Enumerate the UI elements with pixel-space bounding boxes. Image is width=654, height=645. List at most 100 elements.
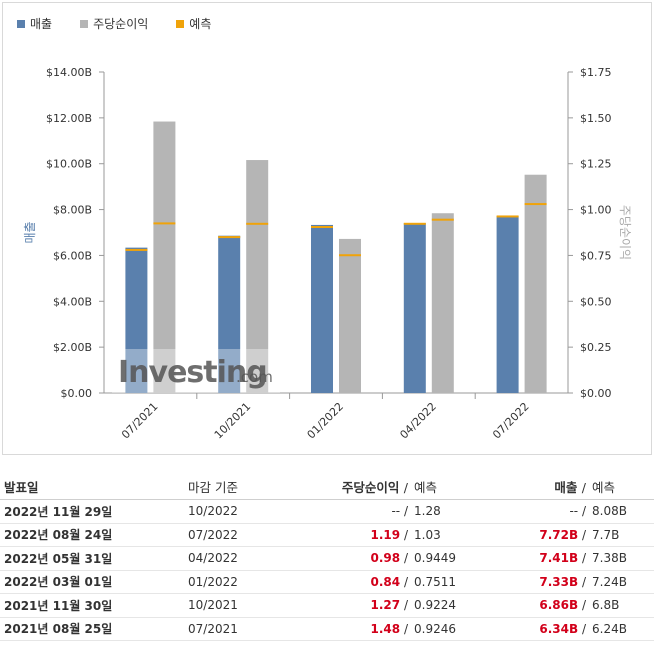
row-period: 07/2021 [188, 621, 238, 636]
forecast-marker-eps [524, 203, 547, 206]
row-revenue-value: -- [569, 504, 579, 519]
row-revenue-forecast: 7.24B [592, 574, 627, 589]
row-revenue: 6.86B / [492, 598, 586, 612]
right-tick-label: $1.25 [580, 158, 612, 171]
row-revenue-sep: / [581, 504, 586, 519]
table-body: 2022년 11월 29일 10/2022 -- /1.28 -- /8.08B 202… [0, 500, 654, 641]
header-period[interactable]: 마감 기준 [188, 480, 238, 495]
left-tick-label: $14.00B [46, 66, 92, 79]
forecast-marker-eps [153, 222, 176, 225]
row-revenue: 6.34B / [492, 622, 586, 636]
legend-item-forecast[interactable]: 예측 [176, 15, 211, 32]
table-header: 발표일 마감 기준 주당순이익 / 예측 매출 / 예측 [0, 474, 654, 500]
row-eps: 0.84 / [298, 575, 408, 589]
header-revenue[interactable]: 매출 / [492, 477, 586, 496]
row-eps-sep: / [403, 621, 408, 636]
header-eps-forecast[interactable]: 예측 [414, 480, 438, 495]
row-revenue: 7.41B / [492, 551, 586, 565]
header-revenue-forecast[interactable]: 예측 [592, 480, 616, 495]
row-eps-value: 0.84 [370, 574, 401, 589]
row-date: 2022년 05월 31일 [4, 551, 113, 566]
left-tick-label: $8.00B [53, 204, 92, 217]
bar-eps [431, 213, 454, 393]
x-tick-label: 07/2021 [119, 400, 161, 442]
row-eps-sep: / [403, 504, 408, 519]
table-row: 2022년 05월 31일 04/2022 0.98 /0.9449 7.41B /7… [0, 547, 654, 571]
right-tick-label: $0.75 [580, 249, 612, 262]
row-revenue-sep: / [581, 574, 586, 589]
row-eps: -- / [298, 504, 408, 518]
row-eps: 1.48 / [298, 622, 408, 636]
watermark-logo: Investing [118, 355, 267, 390]
row-revenue-forecast: 7.38B [592, 551, 627, 566]
left-tick-label: $12.00B [46, 112, 92, 125]
row-period: 10/2022 [188, 504, 238, 519]
row-revenue-forecast: 8.08B [592, 504, 627, 519]
forecast-marker-eps [339, 254, 361, 257]
x-tick-label: 07/2022 [490, 400, 532, 442]
x-tick-label: 10/2021 [212, 400, 254, 442]
row-eps-forecast: 0.9224 [414, 598, 456, 613]
row-eps: 0.98 / [298, 551, 408, 565]
header-date[interactable]: 발표일 [4, 480, 39, 495]
row-date: 2022년 08월 24일 [4, 528, 113, 543]
bar-revenue [403, 223, 426, 393]
legend-swatch-revenue [17, 19, 25, 28]
row-revenue-value: 7.33B [539, 574, 579, 589]
row-eps-sep: / [403, 527, 408, 542]
row-revenue: 7.33B / [492, 575, 586, 589]
table-row: 2021년 08월 25일 07/2021 1.48 /0.9246 6.34B /6… [0, 618, 654, 641]
right-tick-label: $1.50 [580, 112, 612, 125]
bar-eps [246, 160, 269, 393]
header-eps[interactable]: 주당순이익 / [298, 477, 408, 496]
row-revenue-sep: / [581, 527, 586, 542]
right-tick-label: $0.50 [580, 295, 612, 308]
table-row: 2022년 03월 01일 01/2022 0.84 /0.7511 7.33B /7… [0, 571, 654, 594]
bar-eps [153, 121, 176, 394]
right-tick-label: $1.00 [580, 204, 612, 217]
row-date: 2022년 11월 29일 [4, 504, 113, 519]
legend-label-forecast: 예측 [189, 17, 212, 31]
legend-label-eps: 주당순이익 [93, 17, 149, 31]
row-revenue-forecast: 7.7B [592, 527, 620, 542]
row-revenue: 7.72B / [492, 528, 586, 542]
watermark-suffix: .com [236, 368, 273, 386]
chart-legend: 매출 주당순이익 예측 [17, 15, 211, 32]
forecast-marker-revenue [125, 248, 148, 251]
legend-item-revenue[interactable]: 매출 [17, 15, 52, 32]
forecast-marker-eps [246, 222, 269, 225]
forecast-marker-revenue [218, 236, 241, 239]
bar-revenue [125, 247, 148, 393]
forecast-marker-eps [431, 218, 454, 221]
row-eps-value: -- [391, 504, 401, 519]
row-eps-sep: / [403, 551, 408, 566]
row-revenue-value: 7.41B [539, 551, 579, 566]
row-revenue-forecast: 6.24B [592, 621, 627, 636]
forecast-marker-revenue [496, 215, 519, 218]
bar-eps [339, 238, 361, 393]
bar-revenue [496, 215, 519, 393]
legend-item-eps[interactable]: 주당순이익 [80, 15, 148, 32]
row-eps-forecast: 0.9449 [414, 551, 456, 566]
table-row: 2022년 11월 29일 10/2022 -- / 1.28 -- / 8.08B [0, 500, 654, 524]
row-revenue-value: 6.86B [539, 598, 579, 613]
row-eps-value: 1.48 [370, 621, 401, 636]
x-tick-label: 04/2022 [397, 400, 439, 442]
right-tick-label: $0.25 [580, 341, 612, 354]
row-date: 2021년 11월 30일 [4, 598, 113, 613]
row-eps-value: 1.19 [370, 527, 401, 542]
row-eps-sep: / [403, 598, 408, 613]
left-tick-label: $4.00B [53, 295, 92, 308]
row-date: 2022년 03월 01일 [4, 575, 113, 590]
row-date: 2021년 08월 25일 [4, 622, 113, 637]
legend-label-revenue: 매출 [30, 17, 53, 31]
header-eps-sep: / [403, 480, 408, 495]
row-eps-forecast: 1.03 [414, 527, 441, 542]
right-axis-title: 주당순이익 [618, 205, 632, 260]
forecast-marker-revenue [403, 222, 426, 225]
legend-swatch-eps [80, 19, 89, 28]
right-tick-label: $1.75 [580, 66, 612, 79]
left-tick-label: $2.00B [53, 341, 92, 354]
row-revenue-sep: / [581, 621, 586, 636]
header-eps-label: 주당순이익 [341, 480, 400, 495]
